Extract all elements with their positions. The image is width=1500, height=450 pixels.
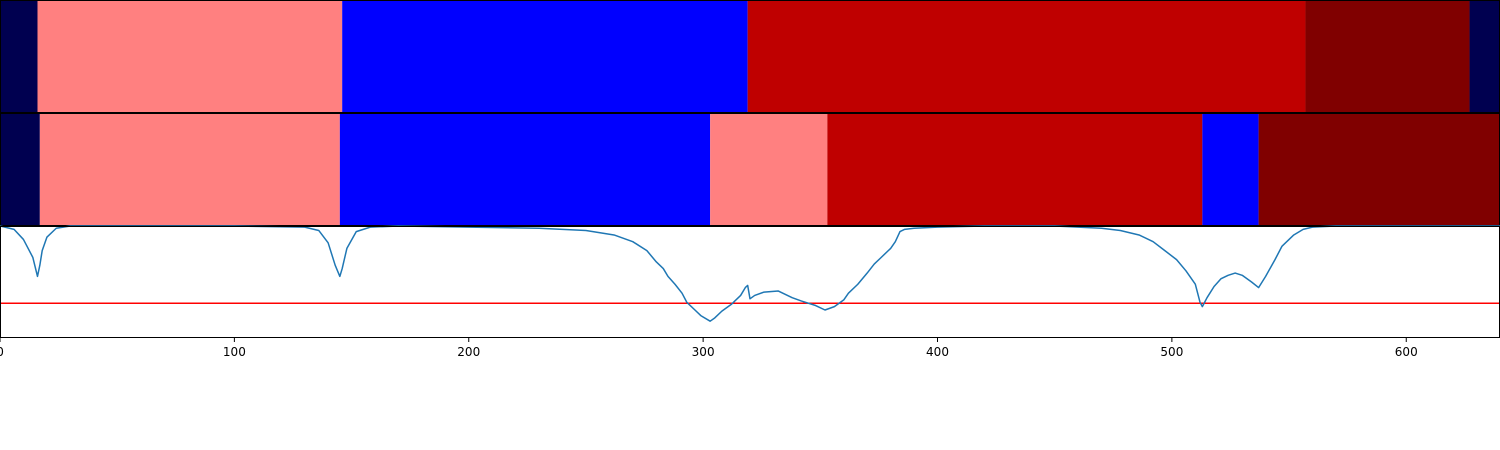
segment-1-1 bbox=[37, 0, 343, 113]
x-tick-label: 300 bbox=[692, 345, 715, 359]
segment-2-5 bbox=[1202, 113, 1259, 226]
line-panel-background bbox=[0, 226, 1500, 338]
segment-track-1 bbox=[0, 0, 1500, 113]
x-axis: 0 100 200 300 400 500 600 bbox=[0, 338, 1418, 359]
segment-2-1 bbox=[39, 113, 340, 226]
x-tick-label: 100 bbox=[223, 345, 246, 359]
segment-2-4 bbox=[827, 113, 1203, 226]
line-panel bbox=[0, 225, 1500, 338]
x-tick-label: 0 bbox=[0, 345, 4, 359]
segment-track-2 bbox=[0, 113, 1500, 226]
segment-1-5 bbox=[1469, 0, 1500, 113]
segment-2-0 bbox=[0, 113, 40, 226]
segment-1-4 bbox=[1305, 0, 1470, 113]
segment-2-6 bbox=[1258, 113, 1500, 226]
segment-1-2 bbox=[342, 0, 748, 113]
segment-2-2 bbox=[339, 113, 711, 226]
segment-1-3 bbox=[747, 0, 1306, 113]
signal-line bbox=[0, 225, 1500, 322]
x-tick-label: 500 bbox=[1160, 345, 1183, 359]
x-tick-label: 600 bbox=[1395, 345, 1418, 359]
segment-1-0 bbox=[0, 0, 38, 113]
segment-2-3 bbox=[710, 113, 828, 226]
x-tick-label: 400 bbox=[926, 345, 949, 359]
x-tick-label: 200 bbox=[457, 345, 480, 359]
